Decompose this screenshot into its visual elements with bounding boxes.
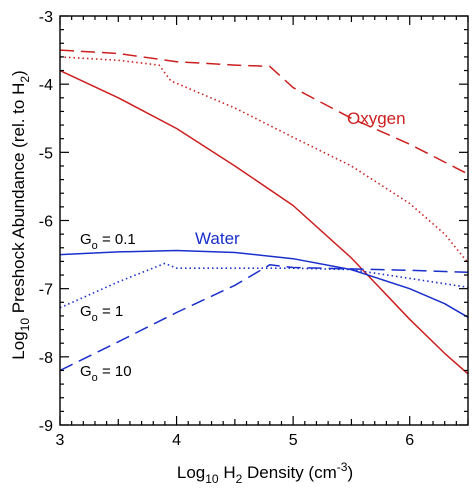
- y-tick-label: -9: [39, 418, 53, 435]
- oxygen-label: Oxygen: [347, 109, 406, 128]
- plot-area: [60, 49, 468, 375]
- water-series-g0-0-1: [60, 249, 468, 318]
- x-tick-label: 6: [405, 432, 414, 449]
- y-tick-label: -3: [39, 9, 53, 26]
- y-axis-title: Log10 Preshock Abundance (rel. to H2): [9, 70, 32, 359]
- y-tick-label: -5: [39, 145, 53, 162]
- y-tick-label: -4: [39, 77, 53, 94]
- axes: 3 4 5 6 -3 -4 -5 -6 -7 -8 -9: [39, 9, 469, 449]
- water-label: Water: [195, 229, 240, 248]
- x-tick-label: 4: [172, 432, 181, 449]
- g0-1-label: Go = 1: [80, 303, 123, 324]
- oxygen-series-g0-0-1: [60, 49, 468, 175]
- water-series-g0-1: [60, 262, 468, 309]
- water-series-g0-10: [60, 264, 468, 372]
- y-tick-label: -8: [39, 350, 53, 367]
- y-tick-label: -7: [39, 282, 53, 299]
- oxygen-series-g0-1: [60, 56, 468, 264]
- g0-10-label: Go = 10: [80, 363, 132, 384]
- x-tick-label: 5: [289, 432, 298, 449]
- oxygen-series-g0-10: [60, 69, 468, 375]
- g0-0-1-label: Go = 0.1: [80, 231, 136, 252]
- x-axis-title: Log10 H2 Density (cm-3): [177, 460, 353, 486]
- x-tick-label: 3: [56, 432, 65, 449]
- y-tick-label: -6: [39, 214, 53, 231]
